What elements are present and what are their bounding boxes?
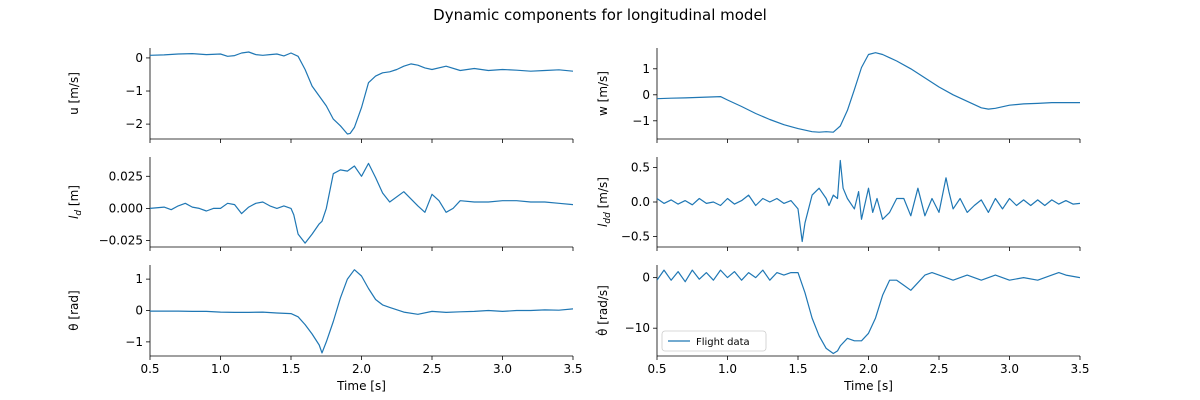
y-tick-label: 0.0 <box>631 195 650 209</box>
subplot-4: 0.5 0.0 −0.5 ldd [m/s] <box>596 157 1081 251</box>
y-tick-label: 1 <box>135 272 143 286</box>
x-tick-label: 1.5 <box>281 362 300 376</box>
x-axis-label: Time [s] <box>336 379 386 393</box>
y-tick-label: 0 <box>642 271 650 285</box>
figure-title: Dynamic components for longitudinal mode… <box>433 6 767 24</box>
x-tick-label: 3.0 <box>1000 362 1019 376</box>
x-tick-label: 2.5 <box>929 362 948 376</box>
y-tick-label: 0.025 <box>109 169 143 183</box>
x-tick-label: 0.5 <box>140 362 159 376</box>
x-tick-label: 2.5 <box>422 362 441 376</box>
x-tick-label: 2.0 <box>352 362 371 376</box>
y-tick-label: 1 <box>642 62 650 76</box>
y-tick-label: −0.025 <box>99 234 143 248</box>
y-axis-label: θ [rad] <box>67 290 81 330</box>
y-tick-label: 0.000 <box>109 201 143 215</box>
y-tick-label: −1 <box>125 84 143 98</box>
legend-label: Flight data <box>696 337 750 348</box>
x-tick-label: 3.0 <box>493 362 512 376</box>
subplot-3: 0.025 0.000 −0.025 ld [m] <box>67 157 574 251</box>
series-line-u-m-s <box>150 51 573 135</box>
x-tick-label: 1.0 <box>211 362 230 376</box>
legend: Flight data <box>661 330 767 352</box>
x-tick-label: 2.0 <box>859 362 878 376</box>
y-tick-label: −2 <box>125 117 143 131</box>
y-axis-label: u [m/s] <box>67 72 81 115</box>
x-tick-label: 3.5 <box>563 362 582 376</box>
series-line-rad <box>150 269 573 354</box>
x-tick-label: 1.0 <box>718 362 737 376</box>
x-tick-label: 1.5 <box>788 362 807 376</box>
y-tick-label: 0 <box>135 304 143 318</box>
subplot-5: 0.5 1.0 1.5 2.0 2.5 3.0 3.5 1 0 −1 θ [rad] Time [s] <box>67 265 583 393</box>
x-tick-label: 3.5 <box>1070 362 1089 376</box>
x-axis-label: Time [s] <box>843 379 893 393</box>
y-tick-label: 0.5 <box>631 160 650 174</box>
y-axis-label: θ̇ [rad/s] <box>595 285 610 336</box>
y-tick-label: 0 <box>642 88 650 102</box>
subplot-2: 1 0 −1 w [m/s] <box>596 48 1081 143</box>
subplot-6: 0.5 1.0 1.5 2.0 2.5 3.0 3.5 0 −10 θ̇ [rad/s] Time … <box>595 265 1090 393</box>
series-line-l-dd-m-s <box>657 159 1080 243</box>
y-tick-label: 0 <box>135 51 143 65</box>
legend-box <box>661 330 767 352</box>
y-axis-label: ld [m] <box>67 185 84 219</box>
x-tick-label: 0.5 <box>647 362 666 376</box>
subplots: 0−1−2u [m/s]10−1w [m/s]0.0250.000−0.025l… <box>67 48 1090 393</box>
subplot-1: 0 −1 −2 u [m/s] <box>67 48 574 143</box>
series-line-l-d-m <box>150 162 573 244</box>
y-tick-label: −1 <box>125 335 143 349</box>
y-tick-label: −0.5 <box>621 230 650 244</box>
y-tick-label: −1 <box>632 114 650 128</box>
y-axis-label: ldd [m/s] <box>596 177 613 227</box>
y-tick-label: −10 <box>625 321 650 335</box>
y-axis-label: w [m/s] <box>596 71 610 116</box>
series-line-w-m-s <box>657 52 1080 133</box>
series-line-rad-s <box>657 269 1080 355</box>
